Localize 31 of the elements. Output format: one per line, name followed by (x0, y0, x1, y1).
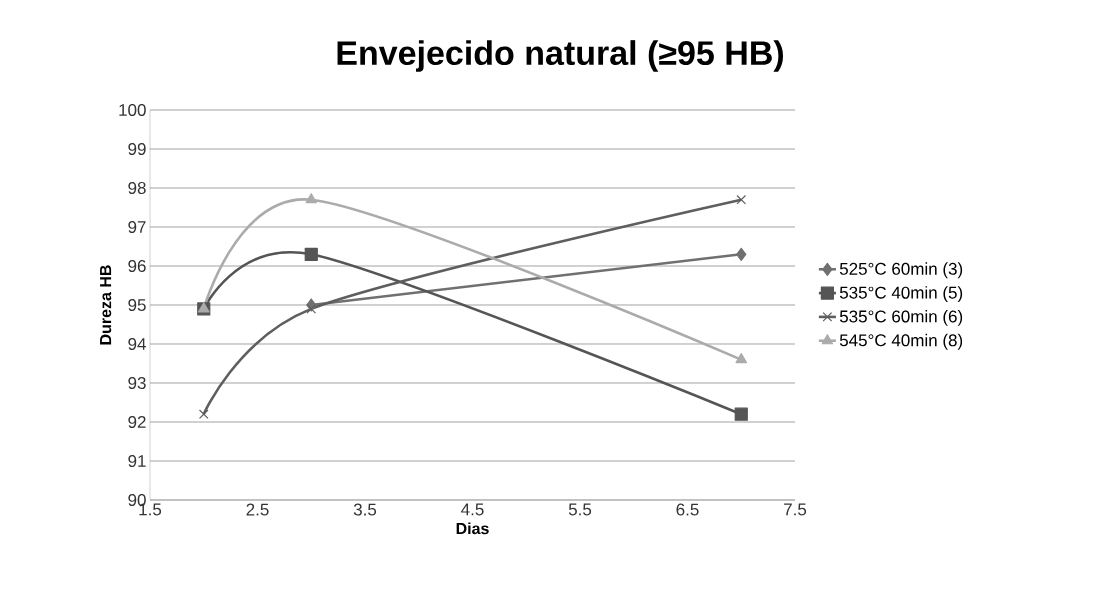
point (304, 247, 318, 261)
legend-label: 525°C 60min (3) (839, 262, 963, 279)
y-tick-label: 91 (128, 454, 146, 468)
point (305, 193, 318, 204)
y-tick-label: 93 (128, 376, 146, 390)
y-tick-label: 94 (128, 337, 146, 351)
x-tick-label: 4.5 (461, 503, 484, 516)
point (198, 409, 209, 420)
x-tick-label: 6.5 (676, 503, 699, 516)
y-tick-label: 95 (128, 298, 146, 312)
point (736, 194, 747, 205)
x-tick-label: 5.5 (568, 503, 592, 516)
y-axis-title: Dureza HB (100, 265, 112, 345)
legend-label: 535°C 60min (6) (839, 310, 963, 326)
chart-title: Envejecido natural (≥95 HB) (337, 40, 784, 72)
y-tick-label: 99 (128, 142, 146, 156)
y-tick-label: 97 (128, 220, 146, 234)
x-axis-title: Dias (456, 522, 489, 535)
point (306, 304, 317, 314)
x-tick-label: 2.5 (246, 503, 269, 516)
point (736, 247, 747, 261)
legend-label: 535°C 40min (5) (839, 286, 963, 303)
point (734, 407, 748, 421)
y-tick-label: 98 (128, 181, 146, 195)
y-tick-label: 92 (128, 415, 146, 429)
point (735, 353, 748, 364)
y-tick-label: 96 (128, 259, 146, 273)
legend-label: 545°C 40min (8) (839, 333, 963, 350)
y-tick-label: 100 (119, 103, 146, 117)
x-tick-label: 3.5 (353, 503, 377, 516)
x-tick-label: 7.5 (784, 503, 807, 516)
